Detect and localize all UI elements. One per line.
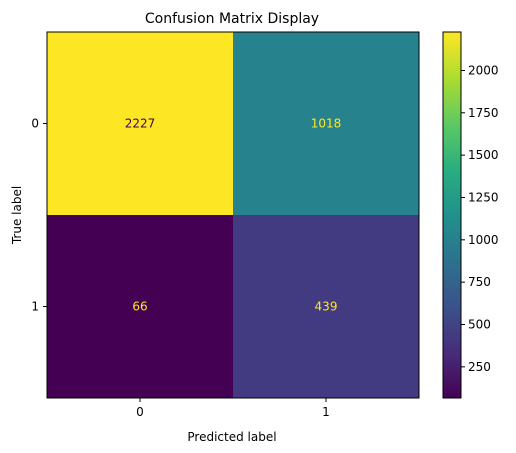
colorbar-tick-label: 500 [468, 317, 491, 331]
cell-value-label: 439 [315, 300, 338, 314]
colorbar-tick-label: 1000 [468, 233, 499, 247]
colorbar-tick-label: 1250 [468, 190, 499, 204]
chart-title: Confusion Matrix Display [145, 11, 319, 27]
colorbar-tick-label: 1750 [468, 106, 499, 120]
matrix-cells: 2227 1018 66 439 [47, 32, 419, 398]
y-axis-ticks: 01 [31, 117, 47, 314]
colorbar-tick-label: 2000 [468, 63, 499, 77]
plot-frame [46, 31, 420, 399]
x-axis-label: Predicted label [187, 430, 276, 444]
y-tick-label: 0 [31, 117, 39, 131]
cell-value-label: 66 [132, 300, 147, 314]
matrix-cell-0-0 [47, 32, 233, 215]
cell-value-label: 1018 [311, 117, 342, 131]
colorbar-tick-label: 250 [468, 360, 491, 374]
y-tick-label: 1 [31, 300, 39, 314]
colorbar-tick-label: 1500 [468, 148, 499, 162]
colorbar-tick-label: 750 [468, 275, 491, 289]
matrix-cell-1-1 [233, 215, 419, 398]
x-tick-label: 0 [136, 405, 144, 419]
colorbar-ticks: 250 500 750 1000 1250 1500 1750 2000 [461, 63, 499, 374]
matrix-cell-0-1 [233, 32, 419, 215]
colorbar [442, 31, 462, 399]
x-tick-label: 1 [322, 405, 330, 419]
cell-value-label: 2227 [125, 117, 156, 131]
matrix-cell-1-0 [47, 215, 233, 398]
y-axis-label: True label [10, 186, 24, 245]
